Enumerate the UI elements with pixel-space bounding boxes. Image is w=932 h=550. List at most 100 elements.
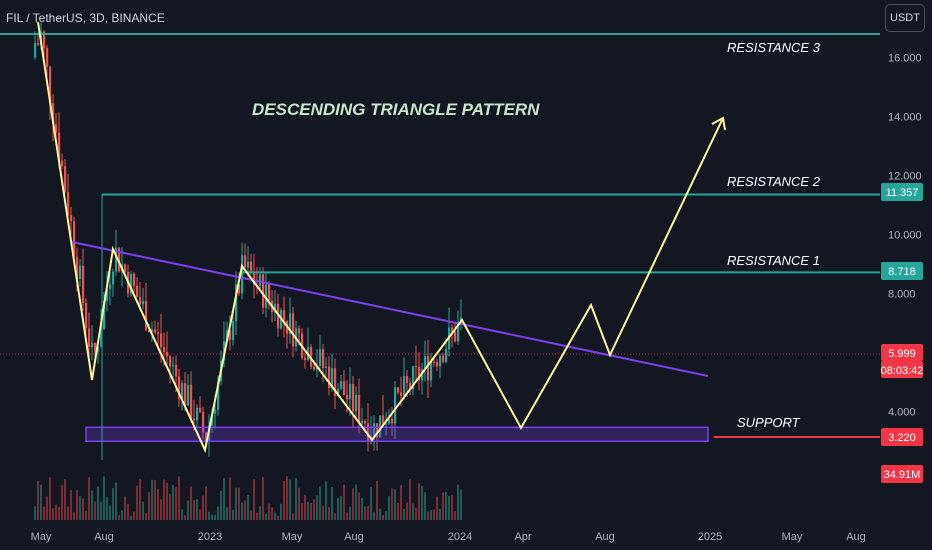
candle-body: [349, 383, 352, 400]
volume-bar: [127, 504, 129, 520]
price-label-box: [881, 465, 923, 483]
volume-bar: [181, 509, 183, 520]
volume-bar: [286, 476, 288, 520]
candle-body: [154, 329, 157, 333]
candle-body: [403, 376, 406, 396]
volume-bar: [403, 508, 405, 520]
volume-bar: [250, 510, 252, 520]
volume-bar: [112, 488, 114, 520]
volume-bar: [238, 487, 240, 520]
candle-body: [166, 351, 169, 357]
candle-body: [124, 264, 127, 273]
candle-body: [409, 382, 412, 390]
volume-bar: [184, 515, 186, 520]
volume-bar: [433, 509, 435, 520]
candle-body: [250, 261, 253, 274]
volume-bar: [400, 485, 402, 520]
candle-body: [49, 66, 52, 104]
candle-body: [445, 349, 448, 362]
volume-bar: [37, 480, 39, 520]
volume-bar: [412, 503, 414, 520]
volume-bar: [103, 476, 105, 520]
candle-body: [412, 366, 415, 390]
volume-bar: [373, 512, 375, 520]
price-label-text: 34.91M: [884, 469, 921, 481]
candle-body: [262, 274, 265, 308]
volume-bar: [424, 492, 426, 520]
candle-body: [52, 103, 55, 125]
candle-body: [70, 215, 73, 222]
volume-bar: [436, 496, 438, 520]
volume-bar: [262, 476, 264, 520]
candle-body: [427, 355, 430, 381]
level-label: SUPPORT: [737, 415, 801, 430]
volume-bar: [454, 511, 456, 520]
candle-body: [265, 284, 268, 308]
y-tick-label: 10.000: [888, 230, 922, 242]
candle-body: [292, 313, 295, 347]
volume-bar: [223, 478, 225, 520]
candle-body: [94, 342, 97, 352]
volume-bar: [106, 497, 108, 520]
y-axis: 16.000 14.000 12.000 10.000 8.000 4.000: [888, 53, 922, 419]
x-axis: May Aug 2023 May Aug 2024 Apr Aug 2025 May Aug: [31, 531, 866, 543]
candle-body: [199, 407, 202, 412]
volume-bar: [220, 490, 222, 520]
x-tick-label: Apr: [514, 531, 531, 543]
candle-body: [346, 395, 349, 400]
volume-bar: [151, 479, 153, 520]
candle-body: [187, 384, 190, 406]
volume-bar: [361, 498, 363, 520]
candle-body: [67, 192, 70, 216]
price-label-box: [881, 361, 923, 378]
volume-bar: [199, 509, 201, 520]
volume-bar: [376, 481, 378, 520]
volume-bar: [298, 487, 300, 520]
volume-bar: [415, 507, 417, 520]
candle-body: [397, 387, 400, 393]
volume-bar: [307, 501, 309, 520]
candle-body: [298, 328, 301, 334]
volume-bar: [157, 488, 159, 520]
volume-bar: [268, 503, 270, 520]
price-label-text: 8.718: [888, 266, 916, 278]
candle-body: [244, 255, 247, 268]
candle-body: [85, 303, 88, 329]
candle-body: [376, 423, 379, 438]
y-tick-label: 4.000: [888, 407, 916, 419]
candle-body: [229, 330, 232, 341]
volume-bar: [328, 507, 330, 520]
volume-bar: [409, 479, 411, 520]
currency-button[interactable]: USDT: [885, 4, 925, 32]
candle-body: [331, 368, 334, 389]
candle-body: [442, 355, 445, 362]
candle-body: [76, 256, 79, 279]
candle-body: [73, 221, 76, 257]
candles-layer: [34, 23, 463, 457]
volume-bar: [310, 502, 312, 520]
level-label: RESISTANCE 3: [727, 40, 821, 55]
price-label-box: [881, 428, 923, 446]
volume-bar: [247, 494, 249, 520]
candle-body: [217, 381, 220, 410]
volume-bar: [316, 495, 318, 520]
candle-body: [97, 346, 100, 352]
candle-body: [91, 342, 94, 348]
candle-body: [139, 297, 142, 305]
volume-bar: [193, 500, 195, 520]
price-label-box: [881, 262, 923, 280]
volume-bar: [91, 490, 93, 520]
candle-body: [232, 321, 235, 341]
x-tick-label: Aug: [846, 531, 866, 543]
candle-body: [454, 331, 457, 342]
candle-body: [367, 423, 370, 441]
candle-body: [382, 415, 385, 425]
volume-bar: [64, 478, 66, 520]
volume-bar: [349, 506, 351, 520]
volume-bar: [340, 496, 342, 520]
candle-body: [79, 265, 82, 279]
volume-bar: [430, 510, 432, 520]
candle-body: [169, 356, 172, 367]
x-tick-label: 2025: [698, 531, 722, 543]
